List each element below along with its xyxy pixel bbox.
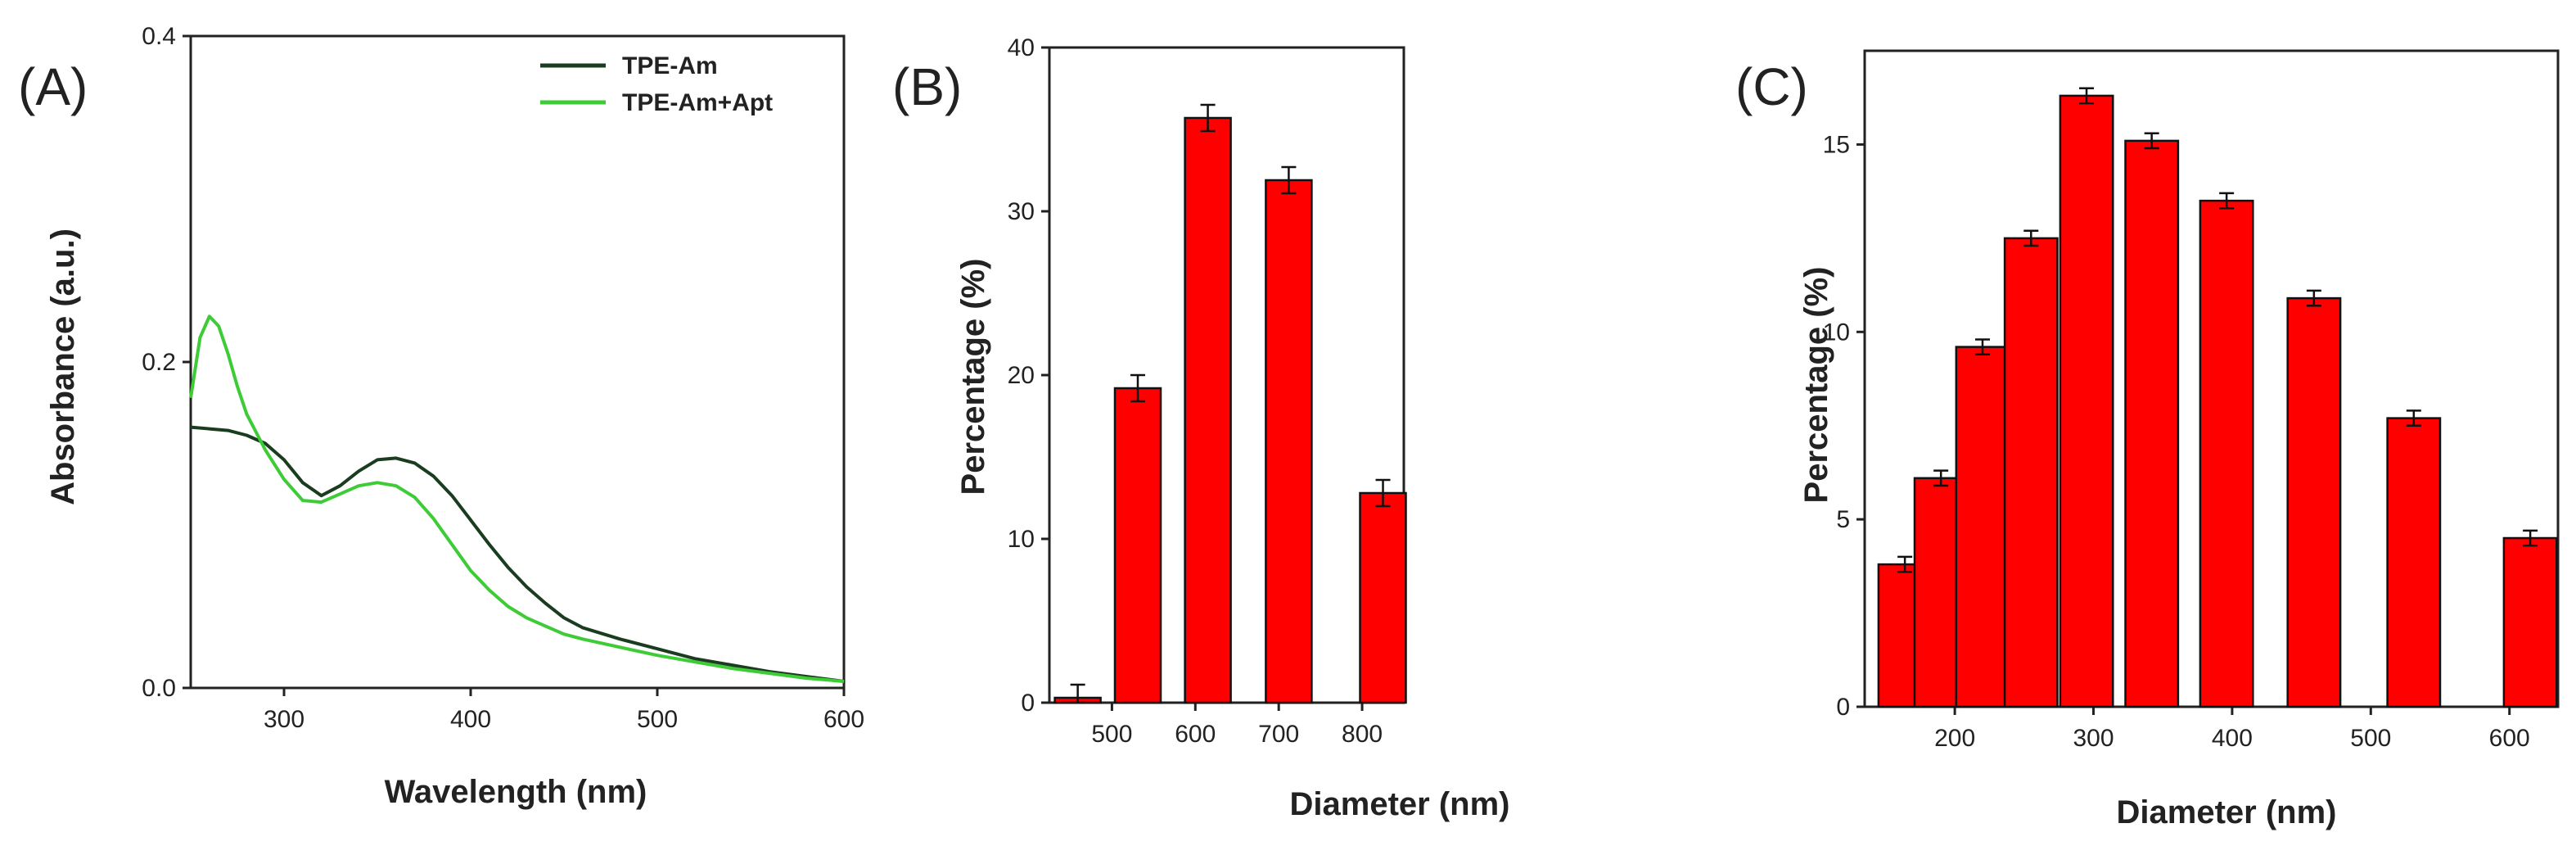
legend-label-tpe-am-apt: TPE-Am+Apt [622, 89, 773, 116]
panel-b-x-tick-label: 700 [1258, 721, 1299, 748]
panel-c-y-tick-label: 0 [1836, 694, 1850, 721]
panel-c-y-tick-label: 15 [1823, 131, 1850, 158]
panel-a-x-tick-label: 400 [450, 706, 491, 733]
panel-b-y-tick-label: 20 [1008, 362, 1035, 389]
panel-c-x-tick-label: 500 [2350, 725, 2391, 752]
panel-b-bar [1184, 116, 1232, 704]
panel-c-x-tick-label: 600 [2489, 725, 2530, 752]
panel-a-y-tick-label: 0.2 [142, 349, 176, 376]
panel-a-series-line-tpe-am [190, 425, 845, 683]
panel-c-y-tick-label: 10 [1823, 319, 1850, 346]
panel-b-label: (B) [892, 57, 962, 116]
panel-c-bar [2386, 417, 2442, 708]
panel-b-bar [1359, 491, 1407, 704]
panel-b-y-tick-label: 30 [1008, 198, 1035, 225]
panel-b-y-axis-label: Percentage (%) [955, 259, 991, 495]
panel-c-x-tick-label: 200 [1934, 725, 1975, 752]
panel-c-y-axis-label: Percentage (%) [1798, 267, 1834, 504]
panel-a-y-axis-label: Absorbance (a.u.) [45, 228, 81, 505]
panel-c-x-axis-label: Diameter (nm) [2117, 794, 2337, 830]
panel-b-y-tick-label: 0 [1021, 690, 1035, 717]
panel-c-bar [2199, 199, 2254, 708]
panel-c-bar [1955, 346, 2010, 708]
panel-c-bar [2286, 296, 2342, 708]
panel-c-bar [2124, 139, 2180, 708]
panel-a-label: (A) [18, 57, 88, 116]
panel-b-bar [1265, 179, 1313, 704]
panel-b-x-tick-label: 800 [1342, 721, 1383, 748]
panel-c-bar [2003, 237, 2059, 708]
panel-a-y-tick-label: 0.0 [142, 675, 176, 702]
panel-c-x-tick-label: 300 [2073, 725, 2114, 752]
panel-a-y-tick-label: 0.4 [142, 23, 176, 50]
panel-a-x-axis-label: Wavelength (nm) [385, 774, 647, 810]
panel-b-plot-area: 500 600 700 800 0 10 20 30 40 [1008, 34, 1407, 748]
panel-c-bar [2502, 536, 2558, 708]
panel-a-x-tick-label: 600 [823, 706, 864, 733]
panel-a-legend: TPE-Am TPE-Am+Apt [540, 52, 773, 116]
panel-b-y-tick-label: 40 [1008, 34, 1035, 61]
panel-b-y-tick-label: 10 [1008, 526, 1035, 553]
panel-a-absorbance-chart: (A) 300 400 500 600 0.0 0.2 0.4 Wavelength (nm… [18, 23, 864, 810]
panel-a-x-tick-label: 500 [637, 706, 678, 733]
panel-b-x-axis-label: Diameter (nm) [1290, 786, 1510, 822]
panel-b-bar [1113, 387, 1162, 704]
panel-c-y-tick-label: 5 [1836, 506, 1850, 533]
panel-c-label: (C) [1735, 57, 1808, 116]
legend-label-tpe-am: TPE-Am [622, 52, 718, 79]
panel-b-x-tick-label: 500 [1091, 721, 1132, 748]
panel-c-x-tick-label: 400 [2212, 725, 2253, 752]
panel-c-plot-area: 200 300 400 500 600 0 5 10 15 [1823, 49, 2560, 752]
panel-a-series-line-tpe-am-apt [189, 314, 845, 683]
panel-a-x-tick-label: 300 [264, 706, 305, 733]
panel-a-plot-area: 300 400 500 600 0.0 0.2 0.4 [142, 23, 864, 733]
panel-c-bar [2059, 94, 2114, 708]
panel-a-axes-frame [189, 34, 846, 690]
panel-b-x-tick-label: 600 [1175, 721, 1216, 748]
